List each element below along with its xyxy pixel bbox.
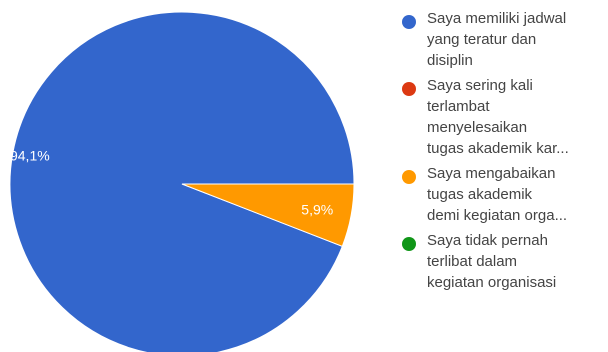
legend-label: Saya sering kali terlambat menyelesaikan…: [427, 75, 604, 159]
legend-item[interactable]: Saya tidak pernah terlibat dalam kegiata…: [400, 230, 604, 293]
legend-label-line: yang teratur dan: [427, 31, 537, 48]
legend-label: Saya memiliki jadwal yang teratur dan di…: [427, 8, 604, 71]
legend-label-line: Saya memiliki jadwal: [427, 10, 567, 27]
legend-label-line: demi kegiatan orga...: [427, 207, 568, 224]
legend-label: Saya mengabaikan tugas akademik demi keg…: [427, 163, 604, 226]
legend-item[interactable]: Saya memiliki jadwal yang teratur dan di…: [400, 8, 604, 71]
legend-label-line: Saya sering kali: [427, 77, 533, 94]
slice-label: 94,1%: [10, 147, 50, 163]
legend-label-line: Saya mengabaikan: [427, 165, 556, 182]
legend-label-line: Saya tidak pernah: [427, 232, 548, 249]
legend-label: Saya tidak pernah terlibat dalam kegiata…: [427, 230, 604, 293]
legend-marker: [402, 237, 416, 251]
legend-marker: [402, 82, 416, 96]
legend-label-line: disiplin: [427, 52, 473, 69]
pie-slice[interactable]: [9, 11, 355, 352]
legend-item[interactable]: Saya sering kali terlambat menyelesaikan…: [400, 75, 604, 159]
slice-label: 5,9%: [301, 201, 333, 217]
legend-label-line: menyelesaikan: [427, 119, 528, 136]
legend-label-line: terlambat: [427, 98, 490, 115]
legend-label-line: tugas akademik kar...: [427, 140, 569, 157]
legend-marker: [402, 15, 416, 29]
legend-marker: [402, 170, 416, 184]
legend-label-line: terlibat dalam: [427, 253, 518, 270]
legend-label-line: kegiatan organisasi: [427, 274, 557, 291]
legend: Saya memiliki jadwal yang teratur dan di…: [400, 8, 604, 297]
pie-slice[interactable]: [181, 183, 355, 247]
pie-plot-area: 94,1% 5,9%: [9, 11, 355, 352]
legend-item[interactable]: Saya mengabaikan tugas akademik demi keg…: [400, 163, 604, 226]
legend-label-line: tugas akademik: [427, 186, 533, 203]
